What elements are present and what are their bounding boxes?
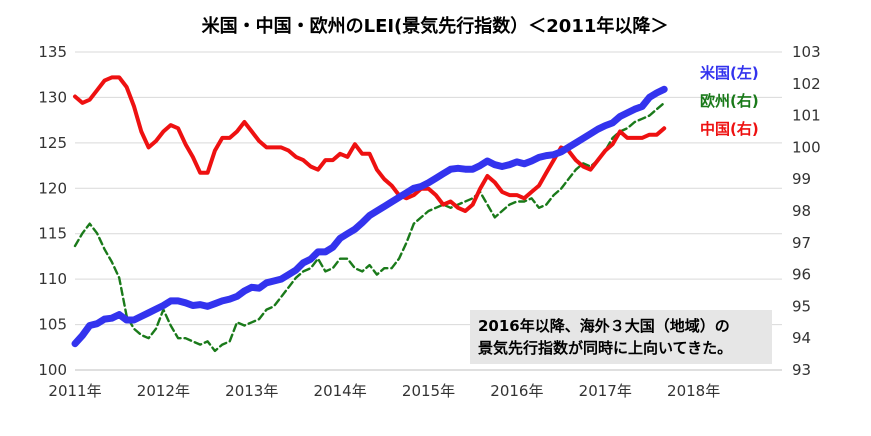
left-tick-label: 115 [38,225,67,243]
left-tick-label: 135 [38,43,67,61]
right-tick-label: 97 [792,234,811,252]
chart-title: 米国・中国・欧州のLEI(景気先行指数）＜2011年以降＞ [202,15,669,37]
legend-label-0: 米国(左) [700,64,759,82]
series-line-0 [71,85,668,348]
series-lines [71,75,668,353]
x-tick-label: 2016年 [490,382,543,400]
series-line-1 [73,101,666,353]
left-tick-label: 120 [38,179,67,197]
x-tick-label: 2014年 [314,382,367,400]
left-tick-label: 110 [38,270,67,288]
left-tick-label: 130 [38,88,67,106]
right-tick-label: 100 [792,138,821,156]
right-tick-label: 95 [792,297,811,315]
left-tick-label: 100 [38,361,67,379]
annotation-background [470,310,772,364]
right-tick-label: 99 [792,170,811,188]
right-tick-label: 101 [792,107,821,125]
right-tick-label: 102 [792,75,821,93]
right-tick-label: 103 [792,43,821,61]
legend-label-1: 欧州(右) [700,92,759,110]
x-tick-label: 2011年 [48,382,101,400]
left-tick-label: 125 [38,134,67,152]
x-tick-label: 2015年 [402,382,455,400]
legend-label-2: 中国(右) [700,120,759,138]
x-tick-label: 2013年 [225,382,278,400]
right-tick-label: 96 [792,266,811,284]
axes: 100 105 110 115 120 125 130 135 93 94 95 96 97 98 99 10… [38,43,820,400]
right-tick-label: 98 [792,202,811,220]
right-tick-label: 93 [792,361,811,379]
x-tick-label: 2017年 [579,382,632,400]
right-tick-label: 94 [792,329,811,347]
annotation-line: 2016年以降、海外３大国（地域）の [478,317,730,335]
x-tick-label: 2012年 [137,382,190,400]
legend: 米国(左) 欧州(右) 中国(右) [700,64,759,138]
x-tick-label: 2018年 [667,382,720,400]
annotation-line: 景気先行指数が同時に上向いてきた。 [478,339,732,357]
left-tick-label: 105 [38,316,67,334]
